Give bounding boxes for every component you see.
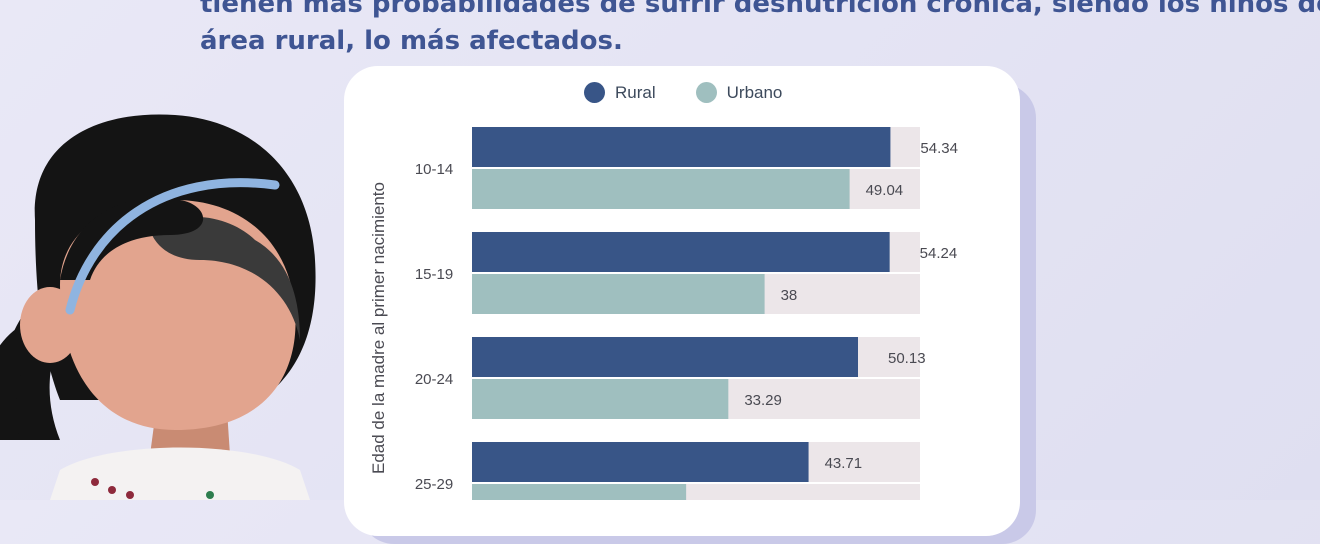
legend-swatch-rural [584, 82, 605, 103]
data-label-urbano: 49.04 [866, 182, 904, 199]
bar-rural [472, 442, 809, 482]
legend-label-urbano: Urbano [726, 82, 783, 102]
legend-label-rural: Rural [615, 82, 656, 102]
y-axis-label: Edad de la madre al primer nacimiento [369, 182, 388, 474]
bar-rural [472, 127, 891, 167]
legend-item-urbano: Urbano [695, 82, 783, 103]
bar-rural [472, 232, 890, 272]
girl-illustration-icon [0, 114, 316, 500]
chart-legend: Rural Urbano [584, 82, 782, 103]
legend-swatch-urbano [695, 82, 717, 103]
bar-urbano [472, 379, 729, 419]
legend-item-rural: Rural [584, 82, 656, 103]
data-label-urbano: 38 [781, 287, 798, 304]
bar-rural [472, 337, 859, 377]
headline-line-2: área rural, lo más afectados. [200, 26, 623, 56]
category-label: 10-14 [415, 161, 453, 178]
data-label-urbano: 33.29 [744, 392, 782, 409]
bar-urbano [472, 169, 850, 209]
bar-urbano [472, 274, 765, 314]
bar-chart: Edad de la madre al primer nacimiento 10-… [369, 127, 958, 500]
headline: tienen más probabilidades de sufrir desn… [200, 0, 1320, 60]
data-label-rural: 54.24 [920, 245, 958, 262]
category-label: 15-19 [415, 266, 453, 283]
category-label: 20-24 [415, 371, 453, 388]
data-label-rural: 54.34 [920, 140, 958, 157]
headline-line-1: tienen más probabilidades de sufrir desn… [200, 0, 1320, 19]
bar-urbano [472, 484, 687, 500]
category-label: 25-29 [415, 476, 453, 493]
data-label-urbano: 27.81 [702, 497, 740, 500]
data-label-rural: 50.13 [888, 350, 926, 367]
data-label-rural: 43.71 [825, 455, 863, 472]
